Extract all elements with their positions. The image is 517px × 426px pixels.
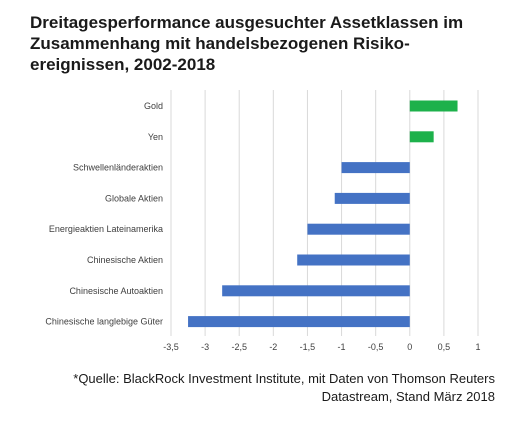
source-note: *Quelle: BlackRock Investment Institute,… bbox=[15, 370, 495, 406]
bar bbox=[409, 100, 458, 112]
category-label: Schwellenländeraktien bbox=[73, 163, 163, 173]
title-line-3: ereignissen, 2002-2018 bbox=[30, 55, 216, 74]
bar bbox=[409, 131, 434, 143]
bar bbox=[341, 162, 410, 174]
category-label: Gold bbox=[144, 101, 163, 111]
bar bbox=[222, 285, 410, 297]
x-tick-label: -1,5 bbox=[300, 342, 316, 352]
title-line-2: Zusammenhang mit handelsbezogenen Risiko… bbox=[30, 34, 410, 53]
x-tick-label: -2,5 bbox=[231, 342, 247, 352]
category-label: Yen bbox=[148, 132, 163, 142]
x-tick-labels: -3,5 -3 -2,5 -2 -1,5 -1 -0,5 0 0,5 1 bbox=[163, 342, 480, 352]
x-tick-label: 0 bbox=[407, 342, 412, 352]
x-tick-label: -1 bbox=[338, 342, 346, 352]
category-label: Energieaktien Lateinamerika bbox=[49, 224, 163, 234]
chart-title: Dreitagesperformance ausgesuchter Assetk… bbox=[30, 12, 500, 75]
category-label: Chinesische Aktien bbox=[87, 255, 163, 265]
category-label: Chinesische Autoaktien bbox=[69, 286, 163, 296]
category-labels: Gold Yen Schwellenländeraktien Globale Akti… bbox=[45, 101, 163, 327]
x-tick-label: 1 bbox=[475, 342, 480, 352]
bar bbox=[188, 316, 410, 328]
x-tick-label: -0,5 bbox=[368, 342, 384, 352]
source-line-2: Datastream, Stand März 2018 bbox=[321, 389, 495, 404]
bar bbox=[334, 192, 410, 204]
bars bbox=[188, 100, 458, 328]
x-tick-label: -3,5 bbox=[163, 342, 179, 352]
x-tick-label: -2 bbox=[269, 342, 277, 352]
source-line-1: *Quelle: BlackRock Investment Institute,… bbox=[73, 371, 495, 386]
category-label: Chinesische langlebige Güter bbox=[45, 317, 163, 327]
bar bbox=[297, 254, 410, 266]
category-label: Globale Aktien bbox=[105, 193, 163, 203]
x-tick-label: 0,5 bbox=[438, 342, 451, 352]
grid-lines bbox=[170, 90, 479, 336]
bar bbox=[307, 223, 410, 235]
title-line-1: Dreitagesperformance ausgesuchter Assetk… bbox=[30, 13, 464, 32]
x-tick-label: -3 bbox=[201, 342, 209, 352]
